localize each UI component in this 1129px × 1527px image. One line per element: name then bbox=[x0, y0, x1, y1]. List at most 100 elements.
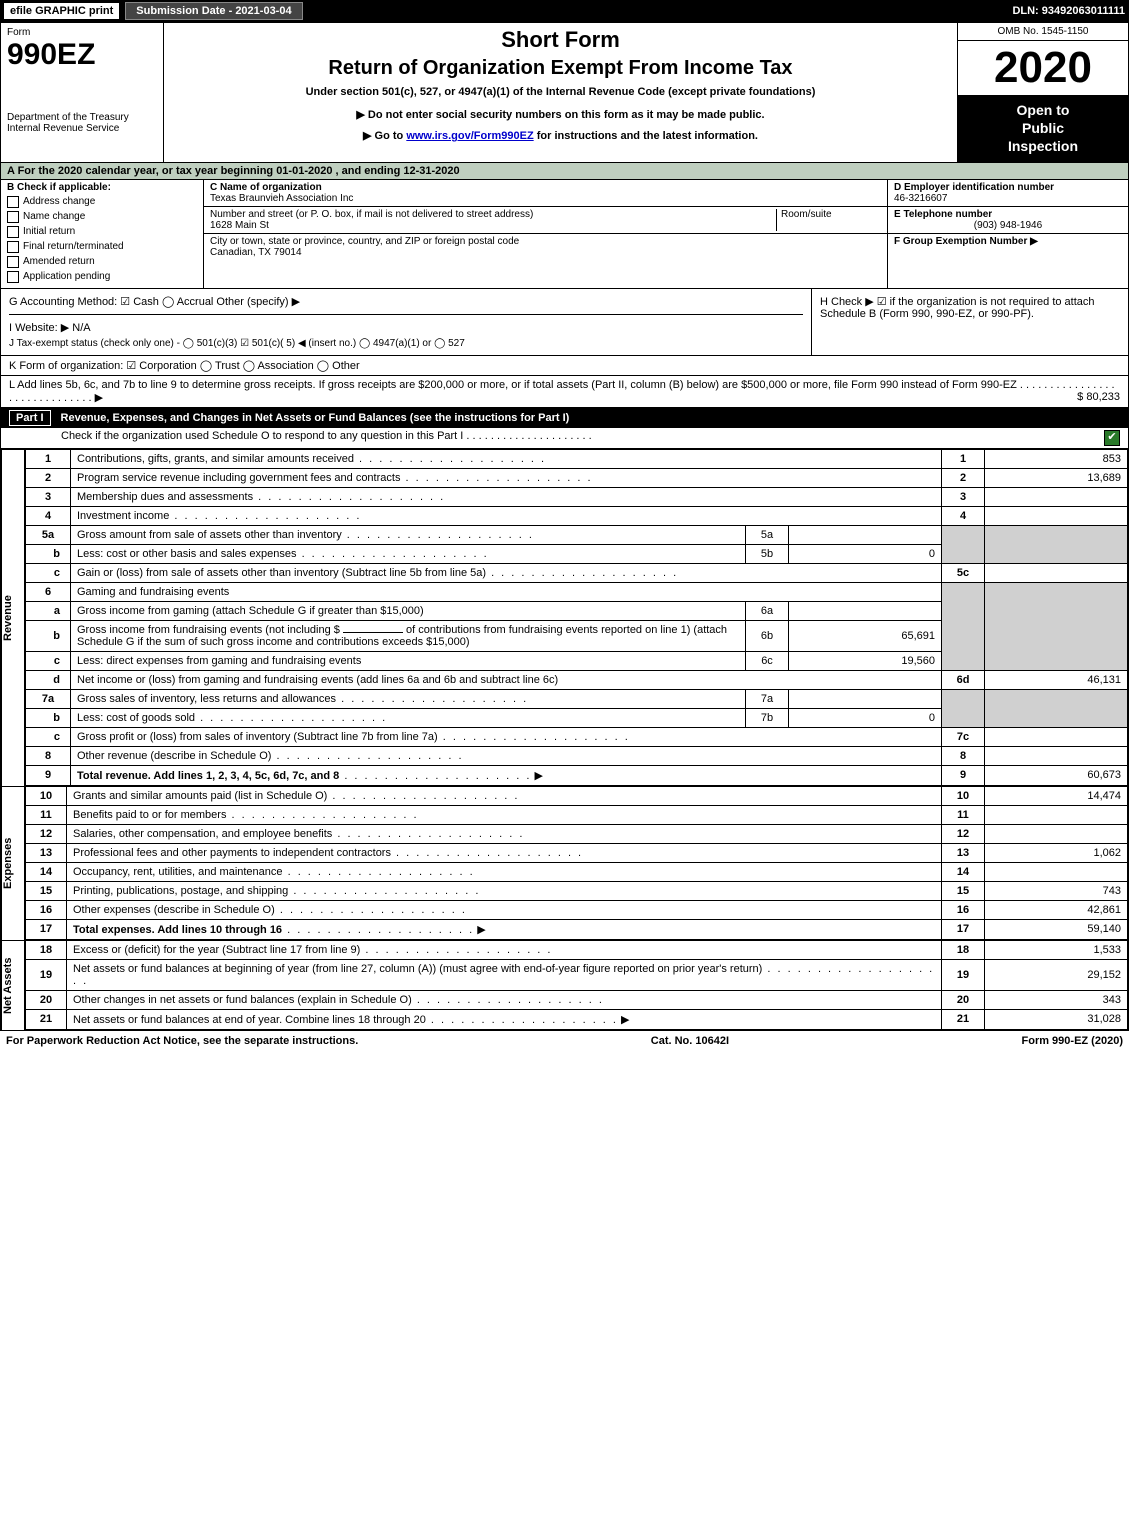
page-footer: For Paperwork Reduction Act Notice, see … bbox=[0, 1031, 1129, 1051]
open-public-badge: Open to Public Inspection bbox=[958, 95, 1128, 162]
line-2: 2Program service revenue including gover… bbox=[26, 468, 1128, 487]
footer-left: For Paperwork Reduction Act Notice, see … bbox=[6, 1035, 358, 1047]
b-item-0: Address change bbox=[23, 196, 95, 207]
line-6: 6Gaming and fundraising events bbox=[26, 582, 1128, 601]
line-19: 19Net assets or fund balances at beginni… bbox=[26, 959, 1128, 990]
subtitle: Under section 501(c), 527, or 4947(a)(1)… bbox=[172, 86, 949, 98]
line-a: A For the 2020 calendar year, or tax yea… bbox=[1, 163, 1128, 180]
col-b: B Check if applicable: Address change Na… bbox=[1, 180, 204, 288]
line-l-text: L Add lines 5b, 6c, and 7b to line 9 to … bbox=[9, 379, 1115, 404]
tax-year: 2020 bbox=[958, 41, 1128, 95]
b-item-5: Application pending bbox=[23, 271, 110, 282]
line-l: L Add lines 5b, 6c, and 7b to line 9 to … bbox=[1, 376, 1128, 408]
line-3: 3Membership dues and assessments3 bbox=[26, 487, 1128, 506]
form-label: Form bbox=[7, 27, 157, 38]
checkbox-address-change[interactable] bbox=[7, 196, 19, 208]
part1-header: Part I Revenue, Expenses, and Changes in… bbox=[1, 408, 1128, 428]
submission-date: Submission Date - 2021-03-04 bbox=[125, 2, 302, 20]
short-form-title: Short Form bbox=[172, 27, 949, 53]
line-9: 9Total revenue. Add lines 1, 2, 3, 4, 5c… bbox=[26, 765, 1128, 785]
line-7a: 7aGross sales of inventory, less returns… bbox=[26, 689, 1128, 708]
netassets-table: 18Excess or (deficit) for the year (Subt… bbox=[25, 940, 1128, 1030]
top-bar: efile GRAPHIC print Submission Date - 20… bbox=[0, 0, 1129, 22]
col-b-header: B Check if applicable: bbox=[7, 182, 197, 193]
checkbox-initial-return[interactable] bbox=[7, 226, 19, 238]
part1-title: Revenue, Expenses, and Changes in Net As… bbox=[61, 412, 570, 424]
ein-label: D Employer identification number bbox=[894, 182, 1122, 193]
b-item-3: Final return/terminated bbox=[23, 241, 124, 252]
col-c: C Name of organization Texas Braunvieh A… bbox=[204, 180, 887, 288]
open-line2: Public bbox=[962, 119, 1124, 137]
dept-treasury: Department of the Treasury bbox=[7, 112, 157, 123]
group-exemption-label: F Group Exemption Number ▶ bbox=[894, 236, 1122, 247]
line-4: 4Investment income4 bbox=[26, 506, 1128, 525]
line-20: 20Other changes in net assets or fund ba… bbox=[26, 990, 1128, 1009]
meta-lower: G Accounting Method: ☑ Cash ◯ Accrual Ot… bbox=[1, 289, 1128, 356]
form-header: Form 990EZ Department of the Treasury In… bbox=[1, 23, 1128, 163]
schedule-o-text: Check if the organization used Schedule … bbox=[61, 430, 592, 446]
omb-number: OMB No. 1545-1150 bbox=[958, 23, 1128, 41]
line-h: H Check ▶ ☑ if the organization is not r… bbox=[820, 295, 1120, 320]
line-18: 18Excess or (deficit) for the year (Subt… bbox=[26, 940, 1128, 959]
efile-label[interactable]: efile GRAPHIC print bbox=[4, 3, 119, 19]
revenue-table: 1Contributions, gifts, grants, and simil… bbox=[25, 449, 1128, 786]
expenses-table: 10Grants and similar amounts paid (list … bbox=[25, 786, 1128, 940]
c-city-label: City or town, state or province, country… bbox=[210, 236, 881, 247]
ein-value: 46-3216607 bbox=[894, 193, 1122, 204]
phone-label: E Telephone number bbox=[894, 209, 1122, 220]
revenue-section-label: Revenue bbox=[1, 449, 25, 786]
part1-label: Part I bbox=[9, 410, 51, 426]
room-suite-label: Room/suite bbox=[776, 209, 881, 231]
line-7c: cGross profit or (loss) from sales of in… bbox=[26, 727, 1128, 746]
line-13: 13Professional fees and other payments t… bbox=[26, 843, 1128, 862]
line-k: K Form of organization: ☑ Corporation ◯ … bbox=[1, 356, 1128, 376]
schedule-o-row: Check if the organization used Schedule … bbox=[1, 428, 1128, 449]
org-name: Texas Braunvieh Association Inc bbox=[210, 193, 881, 204]
goto-post: for instructions and the latest informat… bbox=[534, 130, 758, 142]
checkbox-amended-return[interactable] bbox=[7, 256, 19, 268]
line-12: 12Salaries, other compensation, and empl… bbox=[26, 824, 1128, 843]
footer-right: Form 990-EZ (2020) bbox=[1022, 1035, 1123, 1047]
checkbox-name-change[interactable] bbox=[7, 211, 19, 223]
line-14: 14Occupancy, rent, utilities, and mainte… bbox=[26, 862, 1128, 881]
line-10: 10Grants and similar amounts paid (list … bbox=[26, 786, 1128, 805]
line-1: 1Contributions, gifts, grants, and simil… bbox=[26, 449, 1128, 468]
footer-center: Cat. No. 10642I bbox=[651, 1035, 729, 1047]
line-5c: cGain or (loss) from sale of assets othe… bbox=[26, 563, 1128, 582]
main-title: Return of Organization Exempt From Incom… bbox=[172, 57, 949, 80]
b-item-2: Initial return bbox=[23, 226, 75, 237]
dln: DLN: 93492063011111 bbox=[1012, 5, 1125, 17]
irs-link[interactable]: www.irs.gov/Form990EZ bbox=[406, 130, 533, 142]
b-item-1: Name change bbox=[23, 211, 85, 222]
line-i: I Website: ▶ N/A bbox=[9, 321, 803, 334]
open-line1: Open to bbox=[962, 101, 1124, 119]
line-11: 11Benefits paid to or for members11 bbox=[26, 805, 1128, 824]
line-6d: dNet income or (loss) from gaming and fu… bbox=[26, 670, 1128, 689]
line-21: 21Net assets or fund balances at end of … bbox=[26, 1009, 1128, 1029]
line-l-amount: $ 80,233 bbox=[1077, 391, 1120, 403]
city-state-zip: Canadian, TX 79014 bbox=[210, 247, 881, 258]
line-j: J Tax-exempt status (check only one) - ◯… bbox=[9, 338, 803, 349]
phone-value: (903) 948-1946 bbox=[894, 220, 1122, 231]
line-5a: 5aGross amount from sale of assets other… bbox=[26, 525, 1128, 544]
line-17: 17Total expenses. Add lines 10 through 1… bbox=[26, 919, 1128, 939]
form-container: Form 990EZ Department of the Treasury In… bbox=[0, 22, 1129, 1031]
dept-irs: Internal Revenue Service bbox=[7, 123, 157, 134]
goto-line: ▶ Go to www.irs.gov/Form990EZ for instru… bbox=[172, 129, 949, 142]
info-block: B Check if applicable: Address change Na… bbox=[1, 180, 1128, 289]
ssn-notice: ▶ Do not enter social security numbers o… bbox=[172, 108, 949, 121]
c-addr-label: Number and street (or P. O. box, if mail… bbox=[210, 209, 776, 220]
c-name-label: C Name of organization bbox=[210, 182, 881, 193]
street-address: 1628 Main St bbox=[210, 220, 776, 231]
line-8: 8Other revenue (describe in Schedule O)8 bbox=[26, 746, 1128, 765]
checkbox-final-return[interactable] bbox=[7, 241, 19, 253]
col-d: D Employer identification number 46-3216… bbox=[887, 180, 1128, 288]
b-item-4: Amended return bbox=[23, 256, 95, 267]
checkbox-application-pending[interactable] bbox=[7, 271, 19, 283]
open-line3: Inspection bbox=[962, 137, 1124, 155]
expenses-section-label: Expenses bbox=[1, 786, 25, 940]
schedule-o-checkbox[interactable]: ✔ bbox=[1104, 430, 1120, 446]
form-number: 990EZ bbox=[7, 38, 157, 72]
goto-pre: ▶ Go to bbox=[363, 130, 406, 142]
line-16: 16Other expenses (describe in Schedule O… bbox=[26, 900, 1128, 919]
